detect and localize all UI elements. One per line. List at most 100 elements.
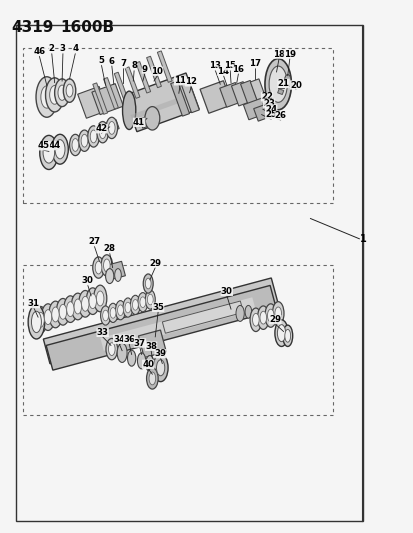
Text: 6: 6 [109, 56, 114, 66]
Polygon shape [157, 51, 172, 83]
Ellipse shape [55, 79, 69, 107]
Ellipse shape [52, 134, 68, 164]
Ellipse shape [95, 261, 102, 274]
Polygon shape [104, 261, 125, 280]
Ellipse shape [130, 295, 140, 314]
Ellipse shape [66, 84, 73, 97]
Polygon shape [219, 83, 242, 107]
Ellipse shape [40, 135, 58, 169]
Ellipse shape [56, 298, 69, 325]
Ellipse shape [284, 75, 290, 87]
Polygon shape [43, 278, 277, 364]
Text: 41: 41 [133, 118, 145, 127]
Ellipse shape [72, 139, 78, 151]
Ellipse shape [249, 308, 261, 332]
Ellipse shape [101, 255, 112, 276]
Ellipse shape [45, 78, 64, 112]
Text: 39: 39 [154, 349, 166, 358]
Text: 17: 17 [248, 59, 260, 68]
Polygon shape [46, 286, 276, 370]
Ellipse shape [264, 59, 291, 110]
Ellipse shape [106, 117, 117, 139]
Polygon shape [162, 301, 243, 333]
Ellipse shape [36, 77, 57, 117]
Ellipse shape [64, 296, 77, 322]
Ellipse shape [93, 285, 107, 312]
Polygon shape [277, 89, 283, 94]
Text: 46: 46 [33, 47, 45, 56]
Polygon shape [139, 115, 154, 128]
Polygon shape [103, 77, 118, 109]
Ellipse shape [106, 338, 117, 360]
Ellipse shape [257, 306, 268, 329]
Text: 33: 33 [97, 328, 108, 337]
Ellipse shape [137, 353, 145, 369]
Polygon shape [130, 93, 192, 120]
Text: 42: 42 [95, 124, 107, 133]
Text: 38: 38 [145, 342, 157, 351]
Ellipse shape [153, 354, 168, 382]
Polygon shape [78, 86, 107, 118]
Ellipse shape [50, 85, 59, 104]
Ellipse shape [103, 259, 110, 272]
Text: 29: 29 [269, 315, 280, 324]
Ellipse shape [100, 306, 110, 325]
Text: 15: 15 [224, 61, 235, 70]
Text: 10: 10 [151, 67, 163, 76]
Ellipse shape [108, 122, 115, 134]
Text: 31: 31 [28, 299, 40, 308]
Ellipse shape [268, 66, 287, 102]
Ellipse shape [81, 296, 89, 311]
Ellipse shape [99, 126, 106, 139]
Ellipse shape [123, 298, 133, 317]
Ellipse shape [81, 134, 88, 147]
Ellipse shape [86, 288, 99, 314]
Text: 18: 18 [273, 50, 284, 59]
Ellipse shape [145, 278, 151, 289]
Ellipse shape [146, 368, 158, 389]
Ellipse shape [140, 297, 145, 308]
Ellipse shape [78, 290, 92, 317]
Ellipse shape [117, 343, 127, 362]
Ellipse shape [252, 313, 259, 326]
Text: 37: 37 [133, 338, 146, 348]
Ellipse shape [138, 293, 147, 312]
Ellipse shape [156, 360, 164, 376]
Polygon shape [123, 73, 199, 132]
Text: 21: 21 [277, 79, 289, 88]
Polygon shape [243, 98, 268, 120]
Ellipse shape [31, 311, 41, 333]
Ellipse shape [125, 302, 131, 313]
Ellipse shape [41, 86, 52, 108]
Ellipse shape [49, 301, 62, 328]
Text: 28: 28 [104, 244, 115, 253]
Text: 2: 2 [49, 44, 55, 53]
Bar [23, 265, 332, 415]
Text: 45: 45 [38, 141, 50, 150]
Ellipse shape [267, 309, 273, 322]
Ellipse shape [114, 269, 121, 281]
Ellipse shape [127, 350, 135, 366]
Text: 11: 11 [174, 76, 185, 85]
Ellipse shape [55, 140, 65, 159]
Ellipse shape [90, 130, 97, 143]
Text: 7: 7 [120, 59, 126, 68]
Text: 30: 30 [82, 276, 93, 285]
Ellipse shape [63, 79, 76, 102]
Polygon shape [253, 103, 274, 121]
Ellipse shape [71, 293, 84, 320]
Ellipse shape [259, 311, 266, 324]
Ellipse shape [43, 142, 55, 163]
Ellipse shape [102, 310, 108, 321]
Polygon shape [94, 119, 119, 136]
Polygon shape [93, 83, 107, 115]
Ellipse shape [66, 302, 74, 317]
Ellipse shape [110, 308, 116, 318]
Polygon shape [199, 80, 232, 114]
Ellipse shape [108, 343, 115, 356]
Polygon shape [170, 81, 189, 116]
Text: 30: 30 [221, 287, 232, 296]
Ellipse shape [143, 274, 153, 293]
Ellipse shape [44, 310, 52, 325]
Ellipse shape [149, 372, 155, 385]
